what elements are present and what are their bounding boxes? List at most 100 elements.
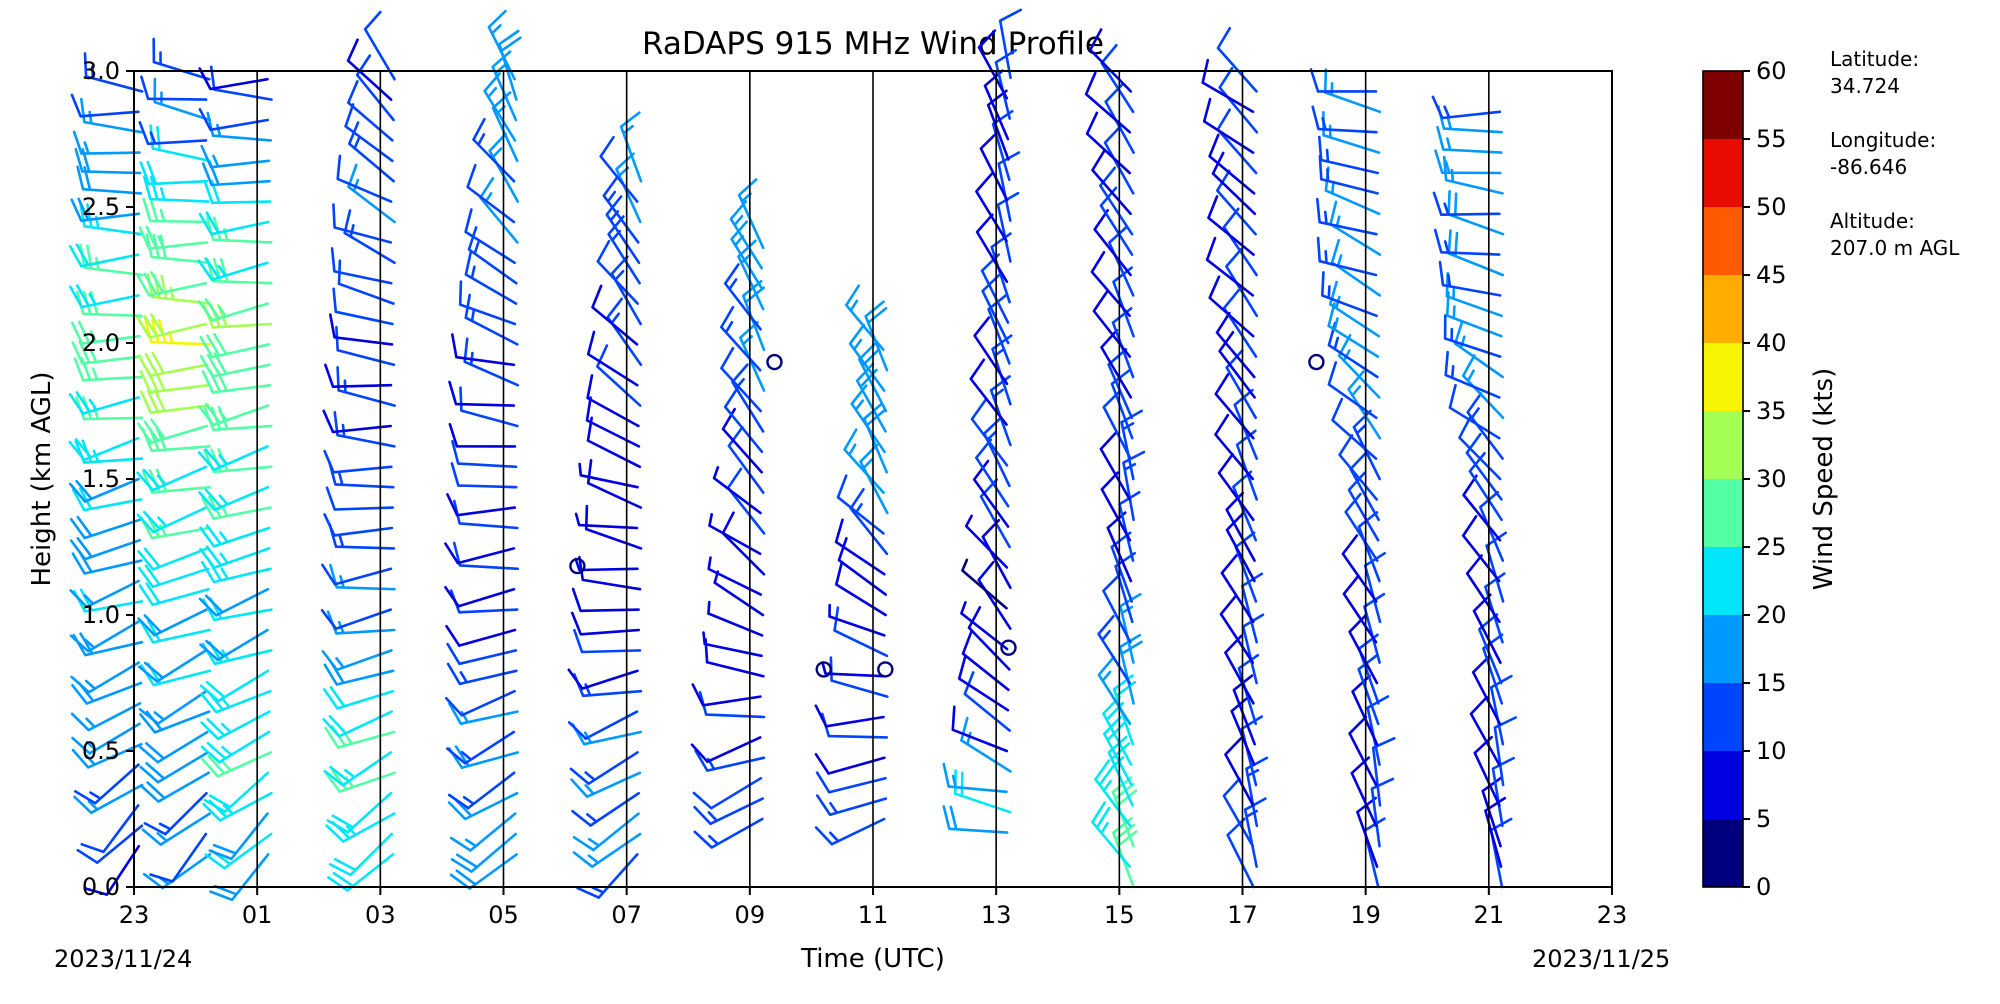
wind-barb	[139, 160, 209, 186]
wind-barb	[445, 689, 516, 717]
wind-barb	[1444, 350, 1501, 399]
wind-barb	[446, 642, 518, 666]
wind-barb	[348, 121, 395, 183]
wind-barb	[73, 356, 143, 382]
calm-wind-marker	[1308, 353, 1325, 371]
wind-barb	[72, 130, 141, 155]
wind-barb	[138, 689, 208, 725]
latitude-label: Latitude:	[1830, 47, 1919, 71]
x-tick-label: 11	[858, 901, 889, 929]
wind-barb	[1348, 715, 1378, 787]
wind-barb	[1331, 397, 1378, 460]
wind-barb	[1461, 354, 1505, 420]
wind-barb	[1468, 452, 1503, 522]
wind-barb	[136, 418, 209, 445]
calm-wind-marker	[815, 661, 832, 678]
wind-barb	[141, 468, 212, 494]
wind-barb	[205, 257, 273, 285]
wind-barb	[203, 406, 273, 432]
wind-barb	[325, 486, 394, 511]
wind-barb	[1222, 777, 1255, 848]
wind-barb	[69, 515, 142, 540]
x-tick-label: 17	[1227, 901, 1258, 929]
wind-barb	[344, 103, 394, 163]
colorbar-tick-label: 0	[1756, 873, 1771, 901]
wind-barb	[69, 620, 140, 653]
wind-barb	[448, 423, 517, 448]
wind-barb	[69, 537, 142, 561]
wind-barb	[1465, 554, 1501, 624]
wind-barb	[200, 689, 272, 714]
colorbar-segment	[1703, 207, 1743, 275]
wind-barb	[967, 606, 1011, 671]
x-tick-label: 19	[1350, 901, 1381, 929]
wind-barb	[1100, 471, 1132, 542]
wind-barb	[586, 374, 640, 428]
wind-barb	[138, 225, 209, 250]
wind-barb	[599, 135, 639, 203]
wind-barb	[1225, 491, 1256, 562]
wind-barb	[1491, 756, 1515, 828]
wind-barb	[83, 52, 144, 93]
wind-barb	[602, 175, 640, 244]
wind-barb	[727, 425, 765, 494]
wind-barb	[692, 776, 763, 810]
longitude-label: Longitude:	[1830, 128, 1936, 152]
wind-barb	[1217, 453, 1255, 522]
calm-wind-marker	[569, 557, 586, 575]
wind-barb	[142, 197, 210, 224]
wind-barb	[1436, 125, 1503, 154]
wind-barb	[327, 853, 395, 892]
wind-barb	[1219, 594, 1255, 664]
wind-barb	[1352, 409, 1381, 481]
wind-barb	[1311, 105, 1378, 134]
wind-barb	[140, 515, 211, 540]
wind-barb	[721, 511, 766, 576]
wind-barb	[615, 152, 642, 224]
calm-wind-marker	[766, 353, 783, 371]
wind-barb	[444, 586, 516, 608]
wind-barb	[573, 628, 642, 654]
wind-barb	[68, 391, 140, 415]
wind-barb	[573, 673, 643, 698]
wind-barb	[1215, 311, 1256, 379]
wind-barb	[1437, 104, 1503, 134]
wind-barb	[942, 762, 1008, 794]
colorbar-tick-label: 60	[1756, 57, 1787, 85]
wind-barb	[1316, 197, 1378, 236]
wind-barb	[572, 832, 642, 868]
wind-barb	[1330, 239, 1382, 297]
wind-barb	[1351, 674, 1379, 746]
colorbar-label: Wind Speed (kts)	[1809, 368, 1839, 590]
wind-barb	[1208, 275, 1255, 338]
wind-barb	[68, 243, 140, 268]
wind-barb	[1243, 797, 1267, 868]
colorbar-segment	[1703, 479, 1743, 547]
wind-barb	[71, 487, 143, 512]
x-tick-label: 07	[611, 901, 642, 929]
wind-barb	[1205, 236, 1255, 297]
wind-barb	[450, 832, 517, 873]
wind-barb	[139, 710, 211, 734]
wind-barb	[1211, 151, 1257, 216]
wind-barb	[567, 668, 639, 690]
wind-barb	[449, 589, 519, 614]
wind-barb	[578, 462, 639, 489]
wind-barb	[1090, 250, 1131, 318]
colorbar-tick-label: 20	[1756, 601, 1787, 629]
wind-barb	[1097, 615, 1131, 685]
wind-barb	[464, 250, 518, 305]
wind-barb	[1224, 736, 1255, 807]
wind-barb	[837, 537, 887, 596]
wind-barb	[979, 131, 1009, 202]
wind-barb	[1092, 290, 1132, 358]
wind-barb	[596, 344, 642, 407]
y-axis-ticks: 0.0 0.5 1.0 1.5 2.0 2.5 3.0	[82, 57, 134, 901]
wind-barb	[975, 172, 1008, 243]
colorbar-segment	[1703, 411, 1743, 479]
wind-barb	[71, 340, 142, 365]
calm-wind-marker	[1000, 639, 1017, 656]
wind-barb	[1338, 434, 1378, 501]
x-tick-label: 21	[1474, 901, 1505, 929]
